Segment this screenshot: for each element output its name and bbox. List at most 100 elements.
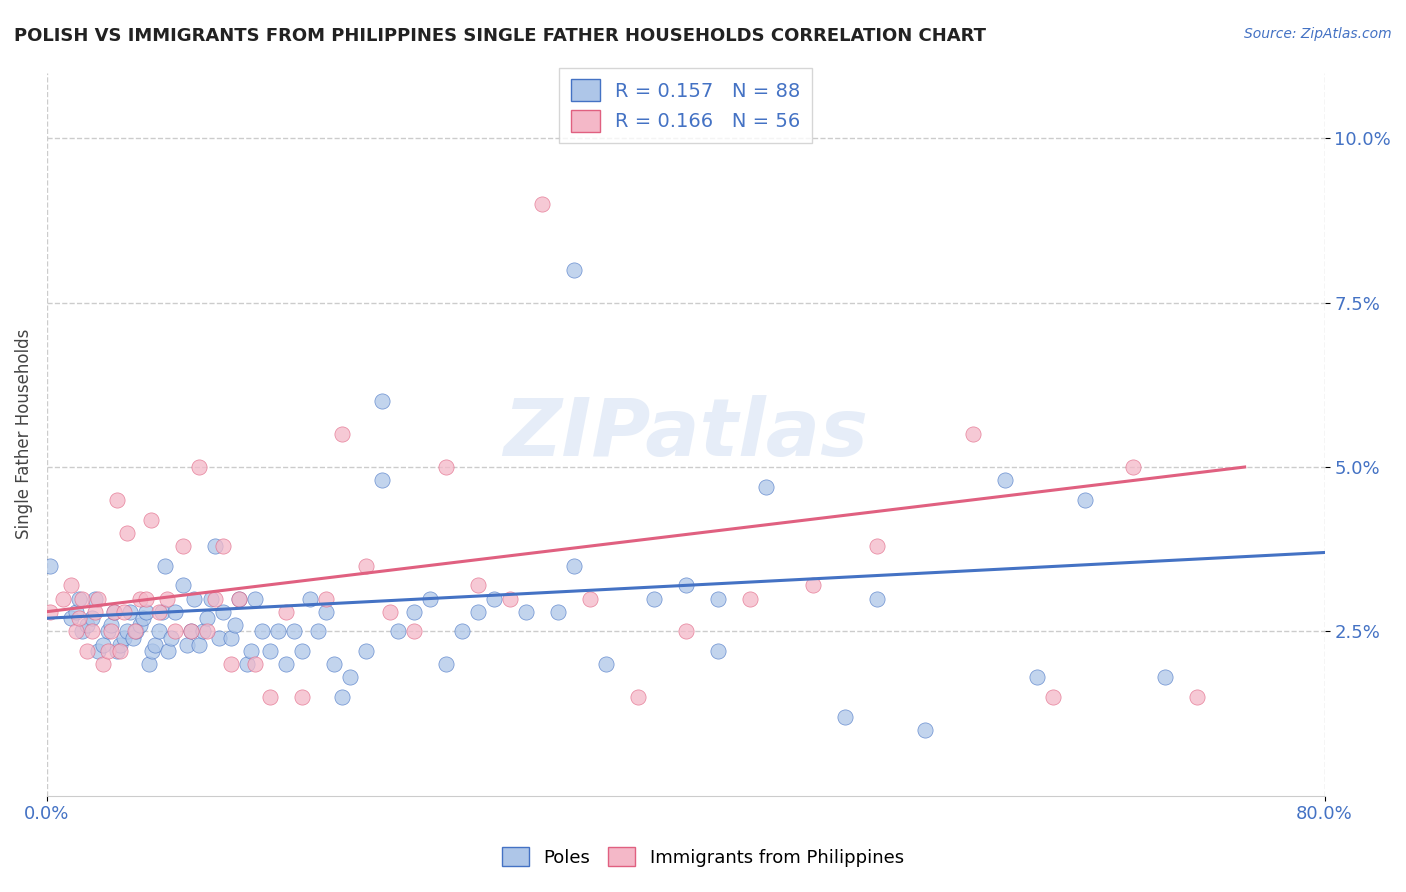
Point [65,605,87,619]
Point [211,605,233,619]
Point [228,591,250,606]
Point [160,631,183,645]
Y-axis label: Single Father Households: Single Father Households [15,329,32,540]
Point [283,624,305,639]
Point [83,591,105,606]
Text: ZIPatlas: ZIPatlas [503,395,869,473]
Point [172,539,194,553]
Point [110,644,132,658]
Point [87,644,110,658]
Point [52,591,75,606]
Point [103,605,125,619]
Point [128,591,150,606]
Point [112,631,135,645]
Point [139,513,162,527]
Point [356,644,378,658]
Point [451,624,474,639]
Point [148,624,170,639]
Point [291,690,314,705]
Point [39,558,62,573]
Point [330,427,353,442]
Point [135,591,157,606]
Point [434,460,457,475]
Point [112,605,135,619]
Point [530,197,553,211]
Point [738,591,761,606]
Point [67,591,90,606]
Point [315,591,337,606]
Point [419,591,441,606]
Point [138,657,160,672]
Point [315,605,337,619]
Text: Source: ZipAtlas.com: Source: ZipAtlas.com [1244,27,1392,41]
Point [187,638,209,652]
Point [291,644,314,658]
Point [307,624,329,639]
Point [115,525,138,540]
Point [76,617,98,632]
Point [706,591,728,606]
Point [148,605,170,619]
Point [80,624,103,639]
Point [252,624,274,639]
Point [1153,670,1175,684]
Point [70,624,93,639]
Legend: Poles, Immigrants from Philippines: Poles, Immigrants from Philippines [495,840,911,874]
Point [706,644,728,658]
Point [228,591,250,606]
Point [1185,690,1208,705]
Point [627,690,650,705]
Point [91,657,114,672]
Point [235,657,257,672]
Point [122,631,145,645]
Point [595,657,617,672]
Point [380,605,402,619]
Point [208,631,231,645]
Point [100,617,122,632]
Point [128,617,150,632]
Point [105,644,128,658]
Point [193,624,215,639]
Point [356,558,378,573]
Point [240,644,263,658]
Point [132,611,155,625]
Point [97,644,120,658]
Point [183,591,205,606]
Point [67,611,90,625]
Point [76,644,98,658]
Point [103,605,125,619]
Point [224,617,246,632]
Point [866,539,889,553]
Point [276,605,298,619]
Point [100,624,122,639]
Point [579,591,602,606]
Point [97,624,120,639]
Point [962,427,984,442]
Point [243,657,266,672]
Point [643,591,665,606]
Point [803,578,825,592]
Point [482,591,505,606]
Point [515,605,537,619]
Point [125,624,148,639]
Point [259,644,281,658]
Point [39,605,62,619]
Point [434,657,457,672]
Point [299,591,322,606]
Point [80,611,103,625]
Point [562,558,585,573]
Point [172,578,194,592]
Point [176,638,198,652]
Point [562,262,585,277]
Point [1026,670,1049,684]
Point [59,578,82,592]
Point [150,605,173,619]
Point [124,624,146,639]
Point [187,460,209,475]
Point [83,605,105,619]
Point [219,631,242,645]
Point [243,591,266,606]
Point [499,591,522,606]
Point [547,605,569,619]
Point [267,624,290,639]
